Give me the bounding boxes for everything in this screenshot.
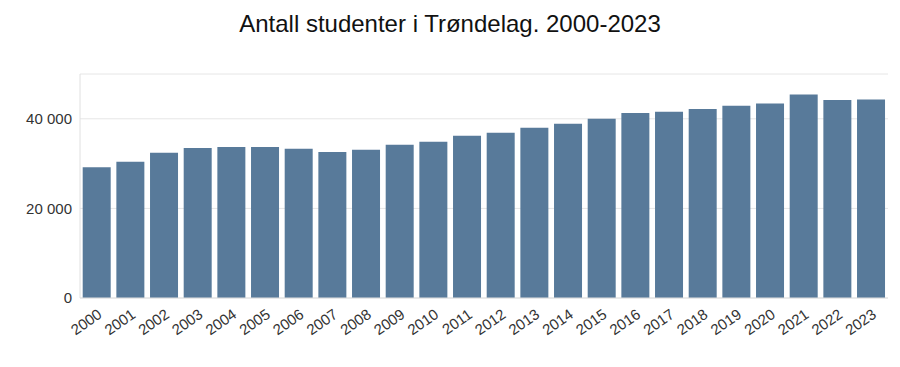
svg-text:2001: 2001 — [101, 305, 138, 338]
svg-text:2000: 2000 — [68, 305, 105, 338]
svg-text:2003: 2003 — [169, 305, 206, 338]
svg-text:2007: 2007 — [303, 305, 340, 338]
svg-text:2014: 2014 — [539, 305, 576, 338]
svg-text:2017: 2017 — [640, 305, 677, 338]
svg-text:2009: 2009 — [371, 305, 408, 338]
svg-text:2021: 2021 — [775, 305, 812, 338]
svg-text:2023: 2023 — [842, 305, 879, 338]
svg-text:40 000: 40 000 — [26, 110, 72, 127]
svg-text:2015: 2015 — [573, 305, 610, 338]
svg-text:0: 0 — [64, 289, 72, 306]
svg-text:2013: 2013 — [505, 305, 542, 338]
svg-text:2022: 2022 — [808, 305, 845, 338]
svg-text:2012: 2012 — [472, 305, 509, 338]
svg-text:2010: 2010 — [404, 305, 441, 338]
svg-text:2008: 2008 — [337, 305, 374, 338]
svg-text:2011: 2011 — [439, 305, 475, 337]
svg-text:2020: 2020 — [741, 305, 778, 338]
svg-text:2005: 2005 — [236, 305, 273, 338]
svg-text:20 000: 20 000 — [26, 200, 72, 217]
svg-text:2019: 2019 — [707, 305, 744, 338]
html-text:Antall studenter i Trøndelag.: Antall studenter i Trøndelag. 2000-2023 — [239, 10, 661, 37]
svg-text:2002: 2002 — [135, 305, 172, 338]
svg-text:2018: 2018 — [674, 305, 711, 338]
svg-text:2004: 2004 — [202, 305, 239, 338]
svg-text:2016: 2016 — [606, 305, 643, 338]
svg-text:2006: 2006 — [270, 305, 307, 338]
